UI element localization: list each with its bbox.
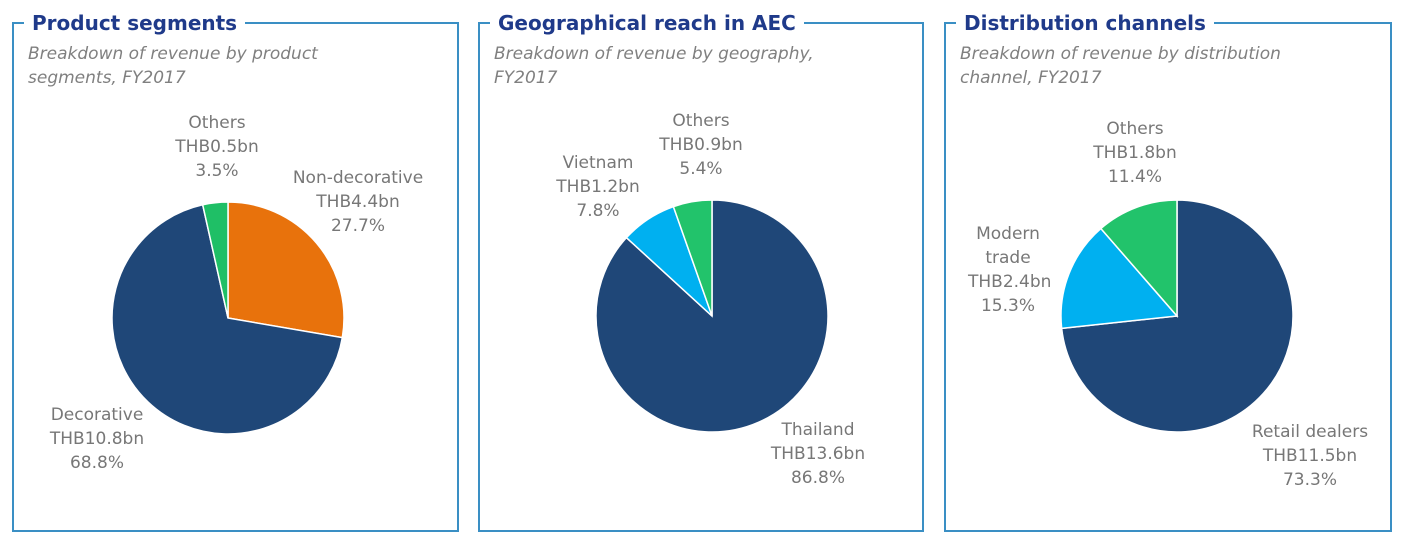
panel-subtitle: Breakdown of revenue by product segments… [28, 44, 318, 88]
slice-label: Decorative THB10.8bn 68.8% [32, 403, 162, 475]
pie-slice [1060, 227, 1179, 330]
pie-slice [1099, 199, 1178, 319]
percent-label: 3.5% [195, 161, 239, 181]
panel-title: Distribution channels [956, 10, 1214, 36]
pie-slice [672, 199, 713, 317]
amount-label: THB10.8bn [49, 429, 145, 449]
slice-label: Modern trade THB2.4bn 15.3% [968, 222, 1052, 318]
amount-label: THB1.2bn [556, 177, 640, 197]
slice-label: Retail dealers THB11.5bn 73.3% [1235, 420, 1385, 492]
amount-label: THB11.5bn [1262, 446, 1358, 466]
category-label: Others [1106, 119, 1164, 139]
pie-slice [111, 203, 344, 435]
percent-label: 15.3% [980, 296, 1035, 316]
panel-subtitle: Breakdown of revenue by distribution cha… [960, 44, 1281, 88]
category-label: Retail dealers [1251, 422, 1369, 442]
percent-label: 86.8% [790, 468, 845, 488]
category-label: Decorative [50, 405, 144, 425]
pie-slice [201, 201, 229, 319]
slice-label: Vietnam THB1.2bn 7.8% [543, 151, 653, 223]
category-label: Vietnam [562, 153, 634, 173]
panel-subtitle: Breakdown of revenue by geography, FY201… [494, 44, 814, 88]
percent-label: 5.4% [679, 159, 723, 179]
percent-label: 7.8% [576, 201, 620, 221]
slice-label: Others THB0.5bn 3.5% [162, 111, 272, 183]
percent-label: 11.4% [1107, 167, 1162, 187]
slice-label: Others THB1.8bn 11.4% [1080, 117, 1190, 189]
amount-label: THB4.4bn [316, 192, 400, 212]
panel: Product segments Breakdown of revenue by … [12, 10, 459, 532]
percent-label: 68.8% [69, 453, 124, 473]
amount-label: THB13.6bn [770, 444, 866, 464]
category-label: Thailand [781, 420, 855, 440]
slice-label: Non-decorative THB4.4bn 27.7% [283, 166, 433, 238]
category-label: Non-decorative [292, 168, 424, 188]
panel: Geographical reach in AEC Breakdown of re… [478, 10, 924, 532]
amount-label: THB0.5bn [175, 137, 259, 157]
panel-title: Product segments [24, 10, 246, 36]
category-label: Others [188, 113, 246, 133]
panel: Distribution channels Breakdown of revenu… [944, 10, 1392, 532]
amount-label: THB2.4bn [968, 272, 1052, 292]
slice-label: Others THB0.9bn 5.4% [646, 109, 756, 181]
percent-label: 73.3% [1282, 470, 1337, 490]
category-label: Others [672, 111, 730, 131]
amount-label: THB1.8bn [1093, 143, 1177, 163]
category-label: Modern trade [976, 224, 1040, 268]
panel-title: Geographical reach in AEC [490, 10, 804, 36]
slice-label: Thailand THB13.6bn 86.8% [753, 418, 883, 490]
percent-label: 27.7% [330, 216, 385, 236]
pie-slice [227, 201, 345, 339]
amount-label: THB0.9bn [659, 135, 743, 155]
